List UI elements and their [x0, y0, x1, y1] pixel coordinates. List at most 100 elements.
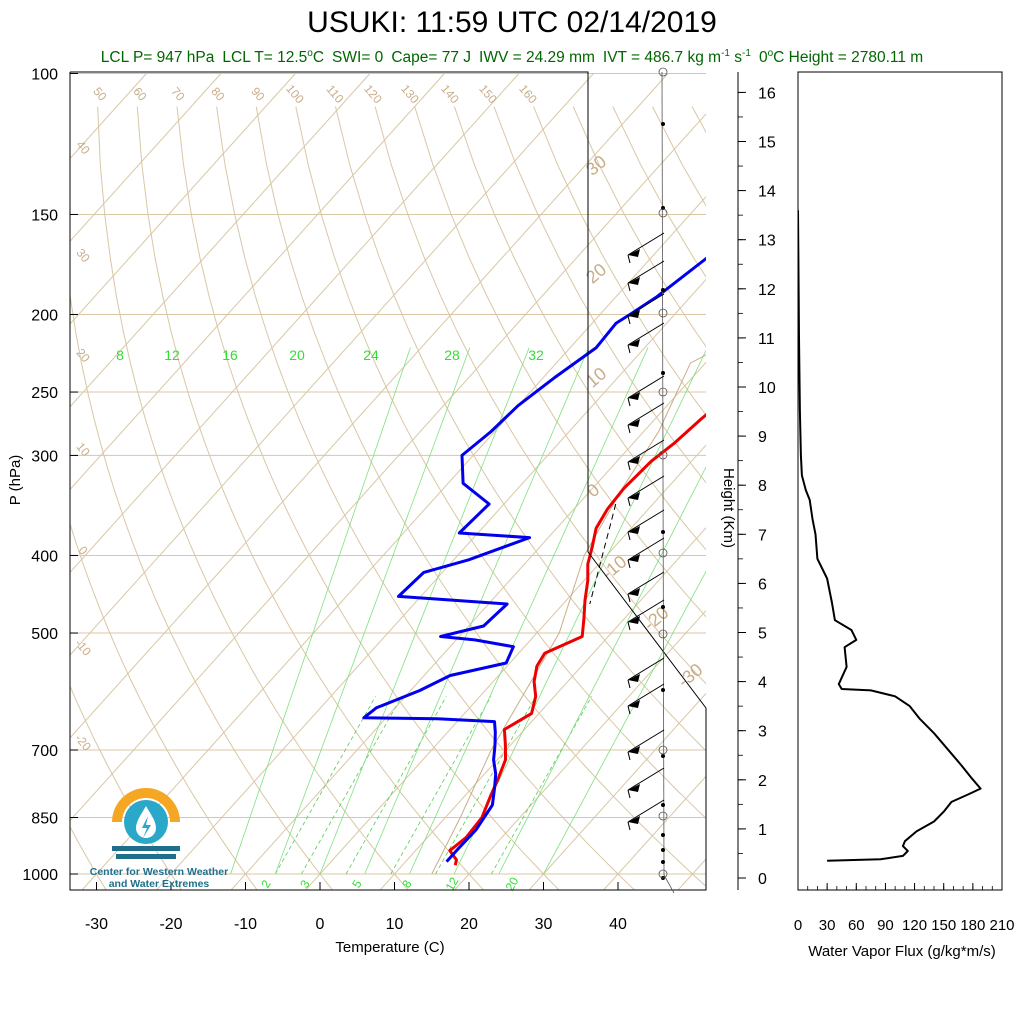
wind-barb-flag [628, 526, 640, 534]
moist-adiabat-line [230, 347, 411, 875]
dry-adiabat-line [70, 825, 107, 890]
skew-label-left: 10 [73, 440, 93, 459]
isotherm-line [70, 73, 371, 408]
wind-barb-tick [627, 282, 631, 292]
lcl-temperature-unit: C [312, 49, 325, 67]
wind-barb-tick [627, 751, 631, 761]
isotherm-line [70, 73, 296, 325]
sounding-stats: LCL P= 947 hPa LCL T= 12.5oC SWI= 0 Cape= 7… [0, 48, 1024, 67]
height-tick-label: 16 [758, 85, 776, 102]
mixing-ratio-line [345, 696, 447, 875]
wind-dot [661, 754, 665, 758]
wind-barb-flag [628, 456, 640, 464]
isotherm-line [752, 74, 1024, 891]
wind-calm-circle [658, 450, 668, 460]
wind-barb-staff [627, 375, 665, 399]
isotherm-line [70, 73, 594, 656]
wind-staff-axis [661, 71, 665, 876]
flux-x-axis-title: Water Vapor Flux (g/kg*m/s) [808, 943, 996, 960]
height-tick-label: 11 [758, 331, 775, 348]
wind-barb-tick [627, 621, 631, 631]
wind-barb-staff [627, 657, 665, 681]
temperature-line [448, 413, 706, 866]
dry-adiabat-label: 100 [283, 82, 307, 107]
wind-barb-tick [627, 461, 631, 471]
height-tick-label: 0 [758, 871, 767, 888]
y-tick-label: 500 [31, 626, 58, 643]
wind-calm-circle [658, 308, 668, 318]
ivt-s: s [729, 49, 743, 67]
wind-barb-flag [628, 616, 640, 624]
logo-text-line-1: Center for Western Weather [89, 866, 229, 878]
wind-barb [627, 799, 665, 831]
wind-barb-flag [628, 588, 640, 596]
height-axis-title: Height (Km) [720, 468, 737, 548]
wind-barb-tick [627, 705, 631, 715]
water-vapor-flux-line [798, 210, 982, 862]
flux-x-tick-label: 0 [794, 917, 802, 934]
dry-adiabat-line [136, 106, 485, 890]
flux-x-tick-label: 60 [848, 917, 865, 934]
dry-adiabat-line [70, 290, 334, 890]
dry-adiabat-label: 160 [516, 82, 540, 107]
height-tick-label: 4 [758, 675, 767, 692]
wind-dot [661, 288, 665, 292]
y-tick-label: 250 [31, 385, 58, 402]
ivt-value: IVT = 486.7 kg m-1 s-1 [603, 48, 751, 67]
wind-dot [661, 848, 665, 852]
wind-barb [627, 322, 665, 354]
x-tick-label: 20 [460, 916, 478, 933]
x-tick-label: 0 [316, 916, 325, 933]
height-tick-label: 2 [758, 773, 767, 790]
cw3e-logo [90, 780, 230, 895]
theta-e-label: 28 [444, 347, 460, 363]
wind-calm-circle [658, 208, 668, 218]
mixing-ratio-label: 20 [503, 874, 522, 893]
moist-adiabat-line [543, 570, 706, 875]
theta-e-label: 16 [222, 347, 238, 363]
skew-label-left: 20 [73, 346, 93, 365]
moist-adiabat-line [364, 347, 589, 875]
isotherm-line [70, 73, 445, 491]
mixing-ratio-label: 5 [349, 877, 365, 890]
isotherm-line [453, 609, 706, 890]
height-tick-label: 12 [758, 282, 776, 299]
dry-adiabat-line [70, 522, 258, 890]
lcl-temperature: LCL T= 12.5oC [222, 48, 325, 67]
dry-adiabat-line [851, 107, 1024, 891]
dewpoint-line [362, 256, 706, 863]
wind-barb-staff [627, 439, 665, 463]
wind-barb-flag [628, 419, 640, 427]
isotherm-line [70, 73, 222, 242]
theta-e-label: 12 [164, 347, 180, 363]
logo-text-line-2: and Water Extremes [108, 878, 210, 890]
dry-adiabat-line [295, 106, 706, 820]
wind-barb-flag [628, 277, 640, 285]
dry-adiabat-label: 50 [90, 84, 110, 103]
wind-dot [661, 860, 665, 864]
x-tick-label: -20 [159, 916, 182, 933]
wind-barb [627, 475, 665, 507]
y-tick-label: 850 [31, 810, 58, 827]
wind-barb-tick [627, 497, 631, 507]
dry-adiabat-line [493, 106, 706, 484]
flux-x-tick-label: 210 [989, 917, 1014, 934]
dry-adiabat-label: 120 [361, 82, 385, 107]
wind-barb [627, 375, 665, 407]
moist-adiabat-line [409, 347, 649, 875]
wind-staff-tail [663, 874, 675, 894]
wind-calm-circle [658, 811, 668, 821]
x-tick-label: -30 [85, 916, 108, 933]
wind-calm-circle [658, 548, 668, 558]
mixing-ratio-label: 2 [258, 877, 274, 890]
wind-barb-tick [627, 344, 631, 354]
wind-calm-circle [658, 67, 668, 77]
wind-barb-staff [627, 571, 665, 595]
wind-calm-circle [658, 387, 668, 397]
isotherm-line [379, 527, 706, 890]
wind-barb-flag [628, 746, 640, 754]
wind-dot [661, 605, 665, 609]
theta-e-label: 8 [116, 347, 124, 363]
wind-barb-staff [627, 293, 665, 317]
